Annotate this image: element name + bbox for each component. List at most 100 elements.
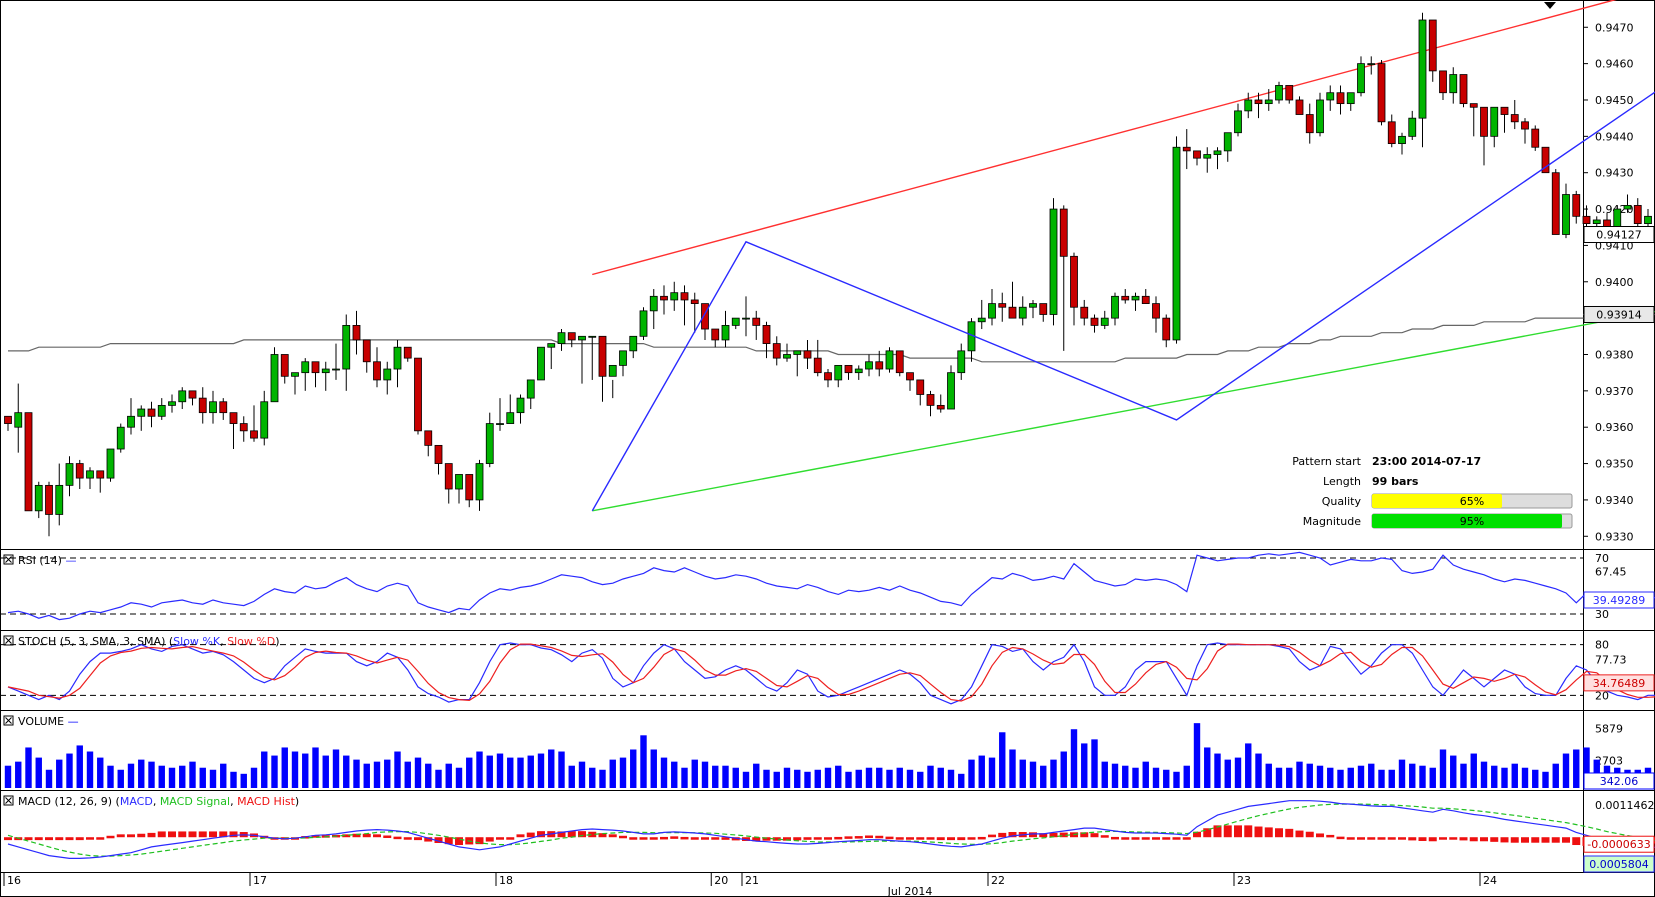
macd-hist-bar-71 (731, 837, 740, 841)
candle-body-121 (1244, 99, 1253, 112)
info-length-label: Length (1323, 475, 1361, 488)
time-tick-label-1: 17 (253, 874, 267, 887)
rsi-tick-70: 70 (1595, 552, 1609, 565)
macd-hist-bar-100 (1029, 832, 1037, 838)
stoch-title-part-4: ) (275, 635, 279, 648)
candle-body-52 (537, 346, 545, 381)
candle-73 (752, 310, 761, 340)
candle-body-89 (916, 379, 925, 395)
price-tick-label-7: 0.9400 (1595, 276, 1634, 289)
candle-128 (1316, 92, 1324, 137)
macd-hist-bar-115 (1182, 837, 1191, 840)
candle-104 (1070, 252, 1078, 326)
candle-body-129 (1326, 92, 1335, 101)
candle-97 (998, 292, 1007, 322)
macd-hist-bar-41 (424, 837, 433, 842)
candle-148 (1521, 118, 1529, 144)
macd-hist-bar-83 (854, 836, 863, 839)
candle-body-86 (885, 350, 894, 370)
volume-bar-68 (701, 761, 709, 788)
candle-112 (1152, 296, 1160, 333)
volume-bar-133 (1368, 763, 1375, 788)
volume-bar-40 (414, 757, 422, 788)
candle-body-48 (496, 423, 504, 425)
candle-15 (157, 398, 166, 420)
stoch-value-label-box (1583, 674, 1655, 692)
candle-body-24 (250, 430, 258, 439)
macd-title-part-4: , (230, 795, 237, 808)
candle-105 (1080, 299, 1089, 326)
volume-bar-32 (332, 749, 340, 788)
candle-body-43 (444, 463, 453, 490)
candle-body-73 (752, 317, 761, 326)
candle-body-95 (977, 317, 986, 323)
macd-signal-line (7, 803, 1655, 857)
candle-100 (1029, 299, 1037, 319)
candle-151 (1551, 169, 1560, 235)
macd-hist-bar-0 (4, 837, 12, 841)
candle-26 (270, 347, 279, 403)
candle-114 (1172, 136, 1181, 344)
candle-91 (936, 394, 945, 413)
macd-hist-bar-2 (24, 837, 33, 841)
candle-body-153 (1572, 194, 1581, 217)
candle-body-44 (455, 474, 463, 490)
macd-hist-bar-81 (834, 836, 843, 840)
candle-body-113 (1162, 317, 1171, 341)
candle-body-105 (1080, 306, 1089, 319)
volume-bar-56 (578, 761, 586, 788)
candle-body-77 (793, 350, 802, 355)
macd-hist-bar-107 (1100, 835, 1109, 838)
candle-28 (291, 372, 299, 395)
candle-body-76 (783, 354, 791, 359)
moving-average-line (8, 313, 1655, 363)
volume-bar-135 (1388, 769, 1395, 788)
candle-39 (403, 346, 412, 362)
volume-bar-83 (855, 769, 862, 788)
candle-23 (239, 416, 248, 442)
macd-hist-bar-121 (1244, 825, 1253, 838)
macd-hist-bar-93 (957, 837, 966, 841)
candle-body-117 (1203, 154, 1212, 159)
volume-bar-112 (1152, 767, 1160, 788)
candle-137 (1408, 110, 1417, 140)
candle-67 (690, 292, 699, 333)
volume-bar-72 (742, 771, 750, 788)
channel-upper-line (592, 0, 1617, 276)
volume-bar-5 (56, 759, 63, 788)
candle-36 (373, 347, 381, 388)
candle-body-108 (1111, 295, 1119, 319)
stoch-tick-80: 80 (1595, 639, 1609, 652)
candle-84 (865, 354, 873, 377)
volume-bar-27 (281, 747, 288, 788)
volume-bar-139 (1429, 767, 1436, 788)
candle-116 (1193, 150, 1201, 166)
candle-107 (1100, 310, 1109, 330)
candle-body-133 (1367, 63, 1376, 66)
volume-bar-84 (865, 767, 873, 788)
volume-bar-124 (1275, 767, 1283, 788)
volume-bar-26 (271, 755, 278, 788)
info-quality-label: Quality (1322, 495, 1362, 508)
volume-bar-110 (1132, 767, 1139, 788)
volume-bar-96 (988, 757, 996, 788)
price-tick-label-8: 0.9380 (1595, 348, 1634, 361)
macd-hist-value-label-box (1583, 835, 1655, 853)
candle-27 (280, 354, 289, 384)
candle-body-126 (1295, 99, 1304, 115)
candle-14 (147, 401, 156, 428)
macd-hist-bar-3 (34, 837, 43, 841)
volume-bar-15 (158, 765, 165, 788)
candle-126 (1295, 96, 1304, 115)
candle-3 (34, 481, 43, 519)
candle-41 (424, 430, 433, 457)
macd-hist-bar-126 (1295, 830, 1304, 838)
volume-bar-95 (978, 755, 985, 788)
macd-hist-bar-69 (711, 837, 720, 840)
candle-142 (1459, 74, 1468, 108)
candle-body-142 (1459, 74, 1468, 105)
volume-bar-34 (353, 759, 360, 788)
candle-121 (1244, 92, 1253, 119)
